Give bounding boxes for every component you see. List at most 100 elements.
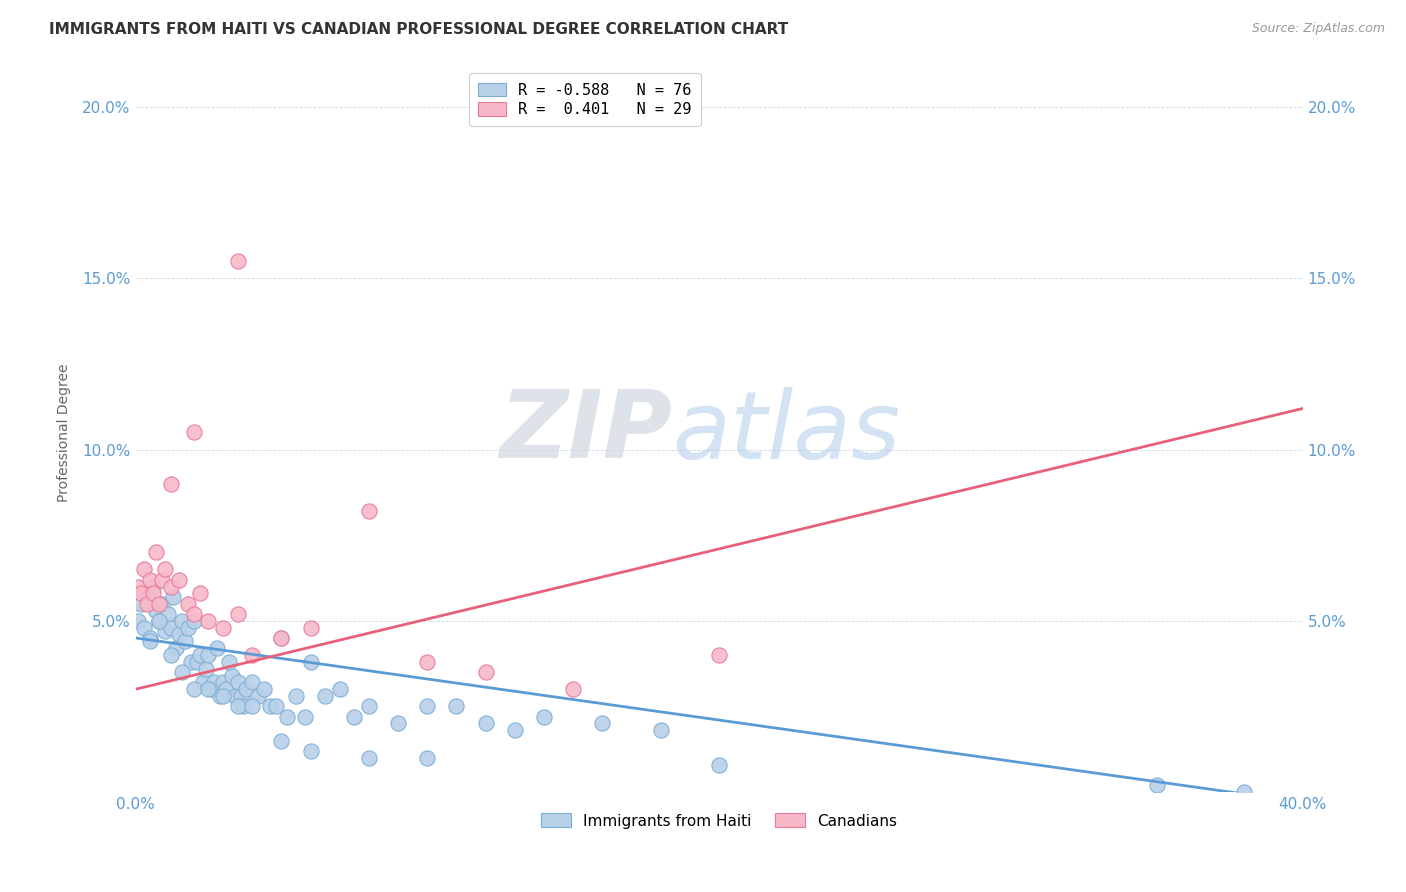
Point <box>159 648 181 662</box>
Point <box>314 689 336 703</box>
Point <box>224 689 246 703</box>
Point <box>212 675 235 690</box>
Point <box>174 634 197 648</box>
Point <box>150 573 173 587</box>
Point <box>294 709 316 723</box>
Point <box>270 631 292 645</box>
Point <box>159 621 181 635</box>
Point <box>446 699 468 714</box>
Point <box>299 655 322 669</box>
Point <box>142 586 165 600</box>
Point <box>285 689 308 703</box>
Point <box>183 607 205 621</box>
Point <box>299 744 322 758</box>
Point <box>139 631 162 645</box>
Point <box>156 607 179 621</box>
Point <box>191 675 214 690</box>
Point <box>148 614 170 628</box>
Point <box>221 668 243 682</box>
Point <box>127 614 149 628</box>
Point <box>127 580 149 594</box>
Point <box>229 689 252 703</box>
Point <box>253 682 276 697</box>
Point <box>136 586 159 600</box>
Text: IMMIGRANTS FROM HAITI VS CANADIAN PROFESSIONAL DEGREE CORRELATION CHART: IMMIGRANTS FROM HAITI VS CANADIAN PROFES… <box>49 22 789 37</box>
Point <box>232 699 254 714</box>
Point <box>142 580 165 594</box>
Point <box>134 621 156 635</box>
Point <box>172 665 194 680</box>
Point <box>226 675 249 690</box>
Point <box>169 627 191 641</box>
Point <box>387 716 409 731</box>
Point <box>226 699 249 714</box>
Point <box>183 614 205 628</box>
Point <box>218 655 240 669</box>
Point <box>1233 785 1256 799</box>
Point <box>134 562 156 576</box>
Point <box>150 597 173 611</box>
Point <box>264 699 287 714</box>
Point <box>183 682 205 697</box>
Point <box>1146 778 1168 792</box>
Point <box>650 723 672 738</box>
Point <box>226 254 249 268</box>
Point <box>197 648 219 662</box>
Point <box>202 675 225 690</box>
Point <box>159 580 181 594</box>
Point <box>329 682 352 697</box>
Point <box>180 655 202 669</box>
Point <box>357 750 380 764</box>
Point <box>131 597 153 611</box>
Point <box>215 682 238 697</box>
Point <box>259 699 281 714</box>
Point <box>197 682 219 697</box>
Point <box>188 648 211 662</box>
Point <box>240 699 263 714</box>
Y-axis label: Professional Degree: Professional Degree <box>58 363 72 501</box>
Point <box>270 631 292 645</box>
Point <box>503 723 526 738</box>
Point <box>205 641 228 656</box>
Point <box>226 607 249 621</box>
Point <box>169 573 191 587</box>
Point <box>145 603 167 617</box>
Point <box>209 689 232 703</box>
Text: ZIP: ZIP <box>499 386 672 478</box>
Point <box>131 586 153 600</box>
Point <box>235 682 257 697</box>
Point <box>148 614 170 628</box>
Point <box>186 655 208 669</box>
Text: atlas: atlas <box>672 387 901 478</box>
Point <box>416 655 439 669</box>
Point <box>162 590 184 604</box>
Point <box>139 573 162 587</box>
Point <box>159 476 181 491</box>
Point <box>194 662 217 676</box>
Point <box>591 716 613 731</box>
Point <box>148 597 170 611</box>
Point <box>416 750 439 764</box>
Point <box>474 665 496 680</box>
Point <box>247 689 270 703</box>
Point <box>416 699 439 714</box>
Point <box>240 675 263 690</box>
Point <box>707 757 730 772</box>
Legend: Immigrants from Haiti, Canadians: Immigrants from Haiti, Canadians <box>534 807 904 835</box>
Point <box>153 624 176 638</box>
Point <box>177 621 200 635</box>
Point <box>188 586 211 600</box>
Point <box>562 682 585 697</box>
Point <box>183 425 205 440</box>
Point <box>357 699 380 714</box>
Point <box>212 621 235 635</box>
Point <box>139 634 162 648</box>
Text: Source: ZipAtlas.com: Source: ZipAtlas.com <box>1251 22 1385 36</box>
Point <box>212 689 235 703</box>
Point <box>276 709 298 723</box>
Point <box>197 614 219 628</box>
Point <box>153 562 176 576</box>
Point <box>707 648 730 662</box>
Point <box>136 597 159 611</box>
Point <box>357 504 380 518</box>
